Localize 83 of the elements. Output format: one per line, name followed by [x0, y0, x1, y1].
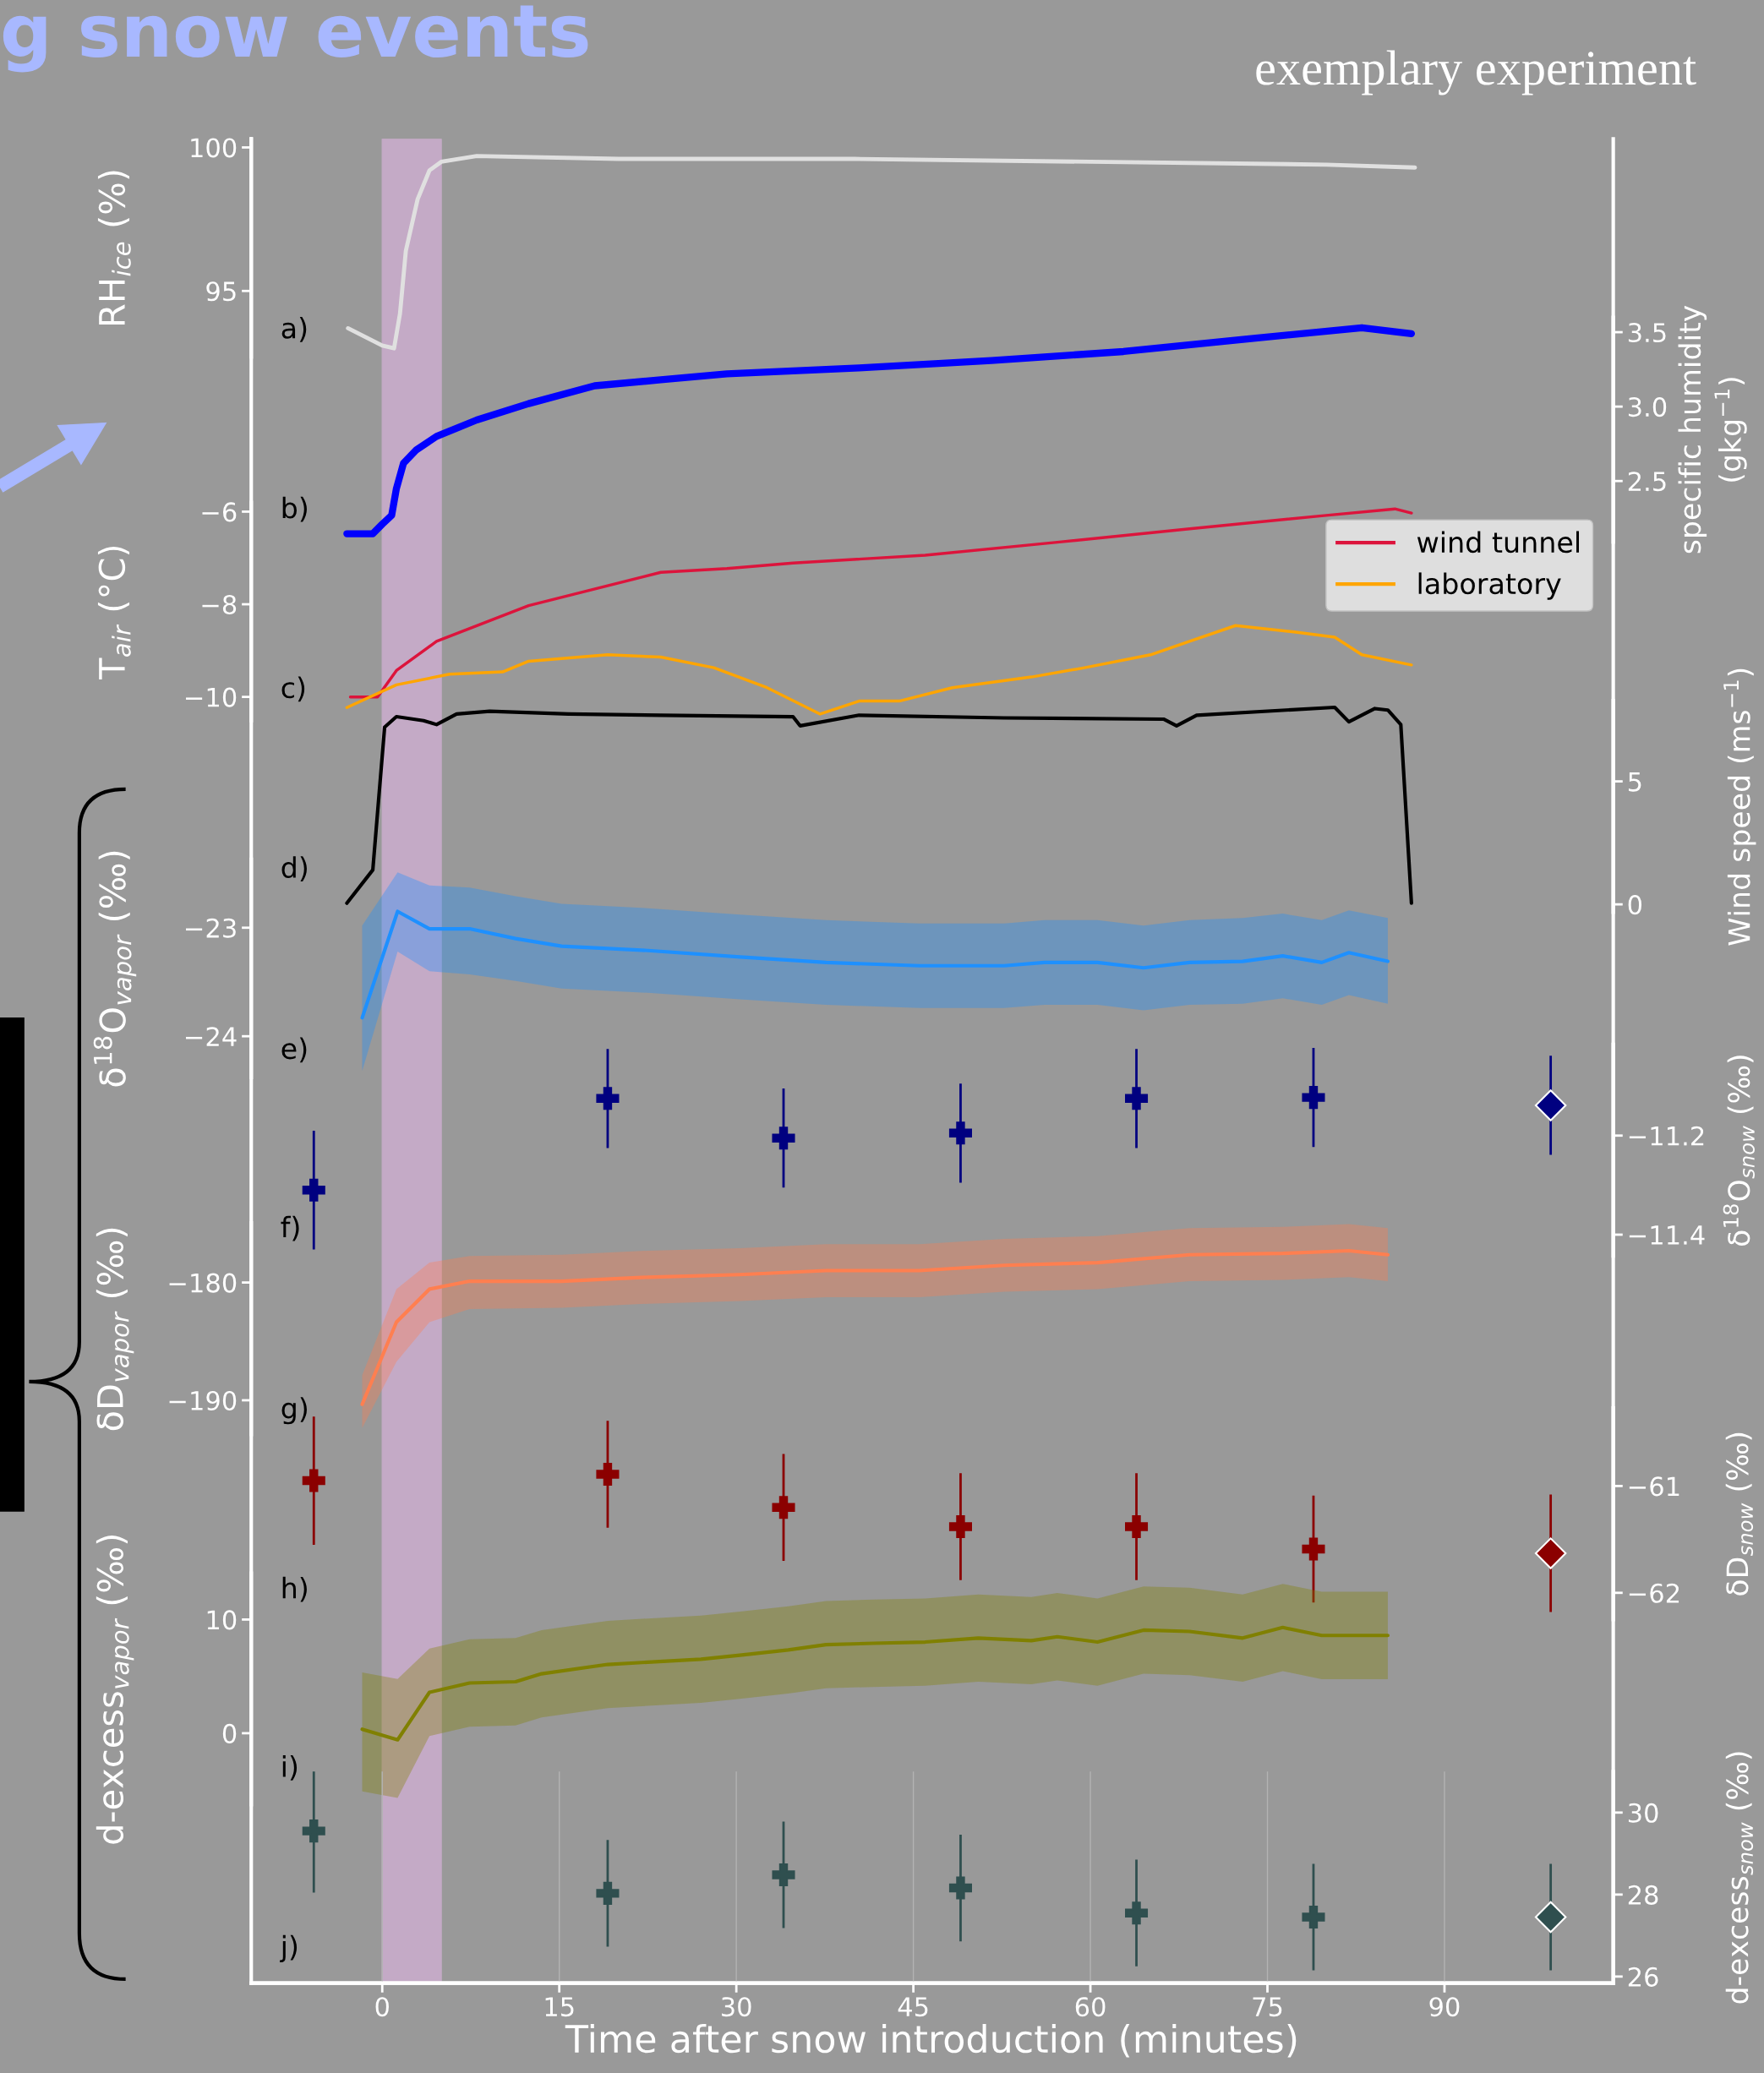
- point: [772, 1496, 795, 1519]
- y-tick-label: 100: [191, 138, 237, 158]
- annotation: c): [281, 676, 305, 702]
- point: [1302, 1537, 1325, 1561]
- legend-label: wind tunnel: [1417, 531, 1580, 554]
- point: [1124, 1087, 1149, 1110]
- y2-tick-label: 0: [1628, 895, 1642, 915]
- y2-tick-label: −11.4: [1629, 1225, 1705, 1245]
- y-tick-label: 10: [207, 1610, 237, 1630]
- y2-tick-label: 30: [1628, 1803, 1658, 1823]
- annotation: j): [280, 1934, 298, 1963]
- y-tick-label: −190: [169, 1390, 237, 1411]
- point: [1302, 1905, 1325, 1929]
- annotation: i): [282, 1755, 298, 1781]
- y-tick-label: 95: [206, 281, 236, 302]
- y-axis-title: δ$^{18}$O$_{vapor}$ (‰): [93, 851, 137, 1087]
- point: [948, 1876, 972, 1900]
- annotation: a): [281, 317, 307, 342]
- point: [302, 1469, 325, 1492]
- point: [1302, 1086, 1325, 1110]
- legend-label: laboratory: [1418, 572, 1561, 600]
- y-axis-title: d-excess$_{vapor}$ (‰): [96, 1536, 134, 1844]
- y2-axis-title: d-excess$_{snow}$ (‰): [1725, 1752, 1754, 2004]
- annotation: g): [281, 1397, 307, 1425]
- y2-tick-label: −61: [1629, 1476, 1679, 1497]
- annotation: b): [282, 496, 307, 522]
- y2-tick-label: −11.2: [1629, 1126, 1704, 1146]
- y-tick-label: −23: [186, 918, 236, 938]
- point: [1534, 1089, 1567, 1121]
- x-tick-label: 60: [1075, 1997, 1106, 2017]
- point: [302, 1819, 325, 1843]
- chart-subtitle: exemplary experiment: [1256, 50, 1696, 95]
- point: [772, 1127, 795, 1150]
- y-axis-title: δD$_{vapor}$ (‰): [96, 1228, 134, 1431]
- y2-axis-title: δD$_{snow}$ (‰): [1725, 1432, 1754, 1596]
- line-series: [348, 507, 1413, 699]
- x-axis-title: Time after snow introduction (minutes): [565, 2023, 1297, 2058]
- annotation: h): [282, 1576, 307, 1602]
- y-tick-label: −8: [202, 594, 237, 615]
- y-axis-title: T$_{air}$ (°C): [97, 546, 131, 680]
- y2-axis-title: δ$^{18}$O$_{snow}$ (‰): [1723, 1056, 1755, 1247]
- x-tick-label: 45: [898, 1997, 928, 2017]
- point: [1124, 1514, 1149, 1538]
- point: [302, 1178, 325, 1202]
- annotation: e): [281, 1037, 307, 1063]
- x-tick-label: 30: [722, 1997, 751, 2017]
- line-series: [360, 1248, 1390, 1406]
- y2-tick-label: 28: [1628, 1885, 1658, 1905]
- line-series: [360, 1625, 1390, 1742]
- annotation: f): [281, 1215, 299, 1241]
- y-axis-title: RH$_{ice}$ (%): [97, 171, 131, 325]
- y2-tick-label: 3.5: [1628, 323, 1666, 343]
- line-series: [345, 624, 1413, 716]
- y-tick-label: −24: [186, 1027, 237, 1046]
- y2-tick-label: 26: [1628, 1967, 1658, 1987]
- x-tick-label: 90: [1429, 1997, 1460, 2017]
- x-tick-label: 0: [375, 1997, 389, 2017]
- x-tick-label: 15: [545, 1997, 574, 2017]
- y2-axis-title: Wind speed (ms$^{−1}$): [1723, 668, 1756, 946]
- x-tick-label: 75: [1253, 1997, 1282, 2017]
- point: [948, 1121, 972, 1145]
- line-series: [360, 909, 1390, 1020]
- line-series: [346, 154, 1417, 351]
- point: [772, 1863, 795, 1887]
- point: [596, 1881, 620, 1905]
- annotation: d): [281, 856, 307, 881]
- y-tick-label: 0: [222, 1723, 237, 1743]
- point: [596, 1087, 620, 1110]
- chart-title: g snow events: [3, 5, 588, 73]
- y-tick-label: −6: [202, 502, 237, 522]
- point: [596, 1462, 620, 1487]
- y2-tick-label: 5: [1628, 772, 1641, 792]
- y-tick-label: −10: [186, 687, 237, 707]
- point: [1124, 1901, 1149, 1925]
- line-series: [345, 705, 1413, 905]
- point: [1534, 1901, 1567, 1934]
- y2-tick-label: 2.5: [1628, 472, 1666, 492]
- y-tick-label: −180: [169, 1273, 237, 1293]
- y2-tick-label: −62: [1629, 1583, 1679, 1603]
- y2-axis-title: specific humidity (gkg$^{−1}$): [1678, 305, 1747, 554]
- y2-tick-label: 3.0: [1628, 397, 1667, 417]
- point: [948, 1514, 972, 1538]
- point: [1534, 1537, 1567, 1569]
